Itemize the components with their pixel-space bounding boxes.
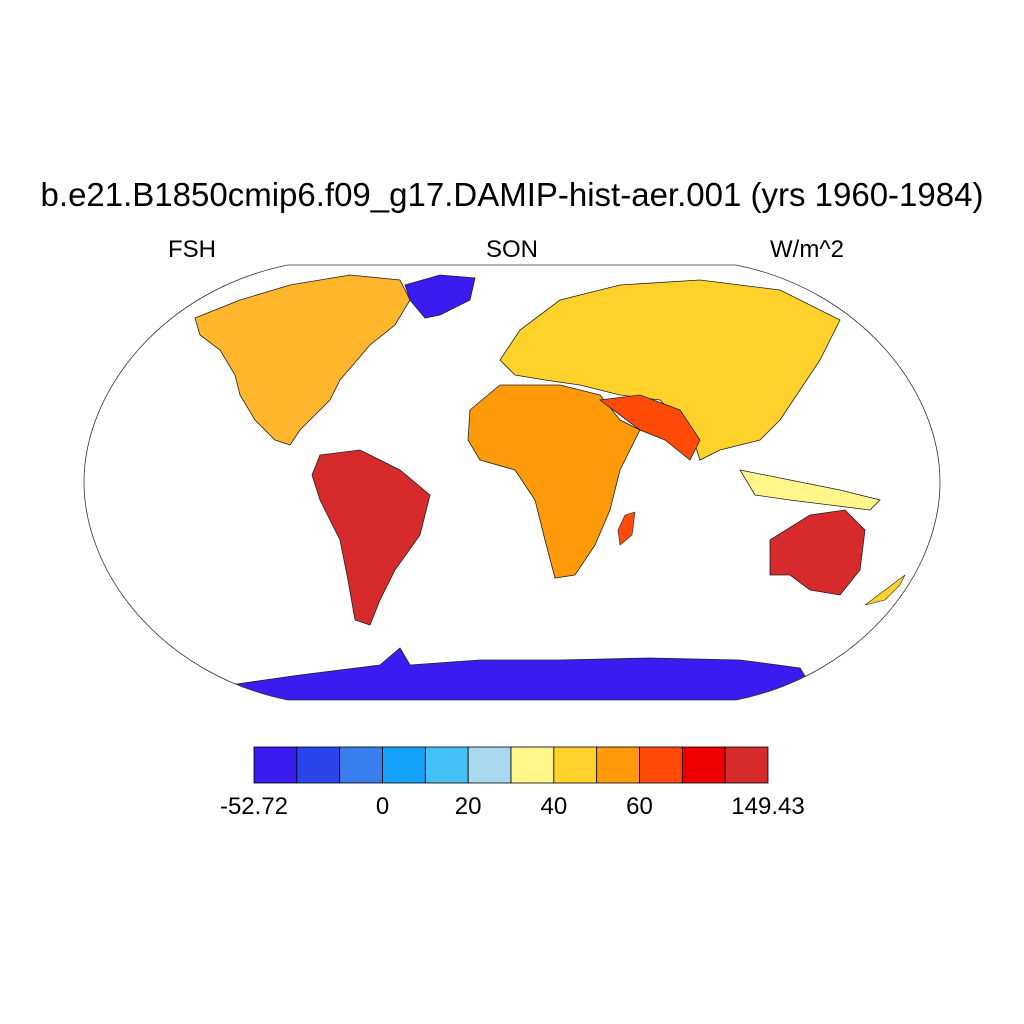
colorbar-swatch-3	[382, 746, 426, 784]
map-field	[194, 274, 906, 700]
colorbar-label-0: -52.72	[219, 793, 289, 820]
chart-title: b.e21.B1850cmip6.f09_g17.DAMIP-hist-aer.…	[40, 176, 984, 213]
greenland	[404, 274, 476, 319]
colorbar-swatch-4	[424, 746, 469, 784]
colorbar-swatch-1	[296, 746, 341, 784]
maritime-southeast-asia	[739, 469, 881, 511]
south-asia	[598, 394, 701, 461]
australia	[769, 509, 866, 596]
madagascar	[617, 511, 636, 546]
colorbar-swatch-5	[467, 746, 512, 784]
colorbar	[253, 746, 769, 784]
colorbar-swatch-11	[724, 746, 769, 784]
variable-label: FSH	[168, 236, 216, 263]
south-america	[311, 449, 431, 626]
season-label: SON	[485, 236, 538, 263]
units-label: W/m^2	[770, 236, 844, 263]
antarctica	[199, 647, 821, 700]
colorbar-swatch-7	[553, 746, 598, 784]
colorbar-label-1: 0	[375, 793, 390, 820]
eurasia	[499, 279, 841, 461]
colorbar-swatch-8	[596, 746, 640, 784]
new-zealand	[864, 574, 906, 606]
colorbar-label-2: 20	[454, 793, 482, 820]
colorbar-swatch-2	[339, 746, 383, 784]
colorbar-swatch-0	[253, 746, 298, 784]
north-america	[194, 274, 411, 446]
colorbar-label-4: 60	[626, 793, 653, 820]
colorbar-swatch-9	[639, 746, 683, 784]
map-outline	[83, 264, 941, 701]
colorbar-label-5: 149.43	[731, 793, 805, 820]
colorbar-label-3: 40	[540, 793, 568, 820]
colorbar-swatch-6	[510, 746, 555, 784]
colorbar-swatch-10	[681, 746, 726, 784]
africa	[467, 384, 641, 579]
